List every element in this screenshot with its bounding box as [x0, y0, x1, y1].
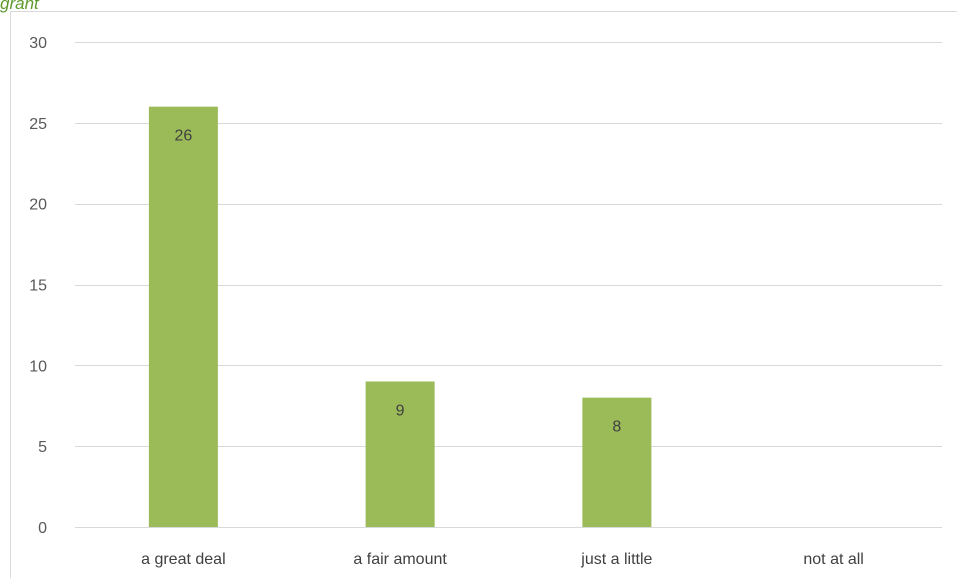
chart-frame	[10, 11, 957, 578]
chart-title-fragment: grant	[0, 0, 39, 13]
bars	[148, 106, 652, 528]
y-tick-label-25: 25	[29, 116, 47, 133]
bar-just-a-little	[582, 397, 652, 527]
x-category-label-not-at-all: not at all	[803, 551, 863, 568]
y-tick-label-30: 30	[29, 35, 47, 52]
x-axis-categories: a great deal a fair amount just a little no…	[141, 551, 864, 568]
data-label-a-fair-amount: 9	[396, 403, 405, 420]
data-label-a-great-deal: 26	[174, 128, 192, 145]
data-labels: 26 9 8	[174, 128, 621, 436]
x-category-label-a-great-deal: a great deal	[141, 551, 226, 568]
x-category-label-just-a-little: just a little	[580, 551, 652, 568]
bar-a-fair-amount	[365, 381, 435, 527]
y-tick-label-5: 5	[38, 439, 47, 456]
y-tick-label-10: 10	[29, 358, 47, 375]
gridlines	[75, 42, 942, 528]
data-label-just-a-little: 8	[612, 419, 621, 436]
y-tick-label-15: 15	[29, 278, 47, 295]
y-tick-label-20: 20	[29, 197, 47, 214]
x-category-label-a-fair-amount: a fair amount	[353, 551, 447, 568]
y-tick-label-0: 0	[38, 520, 47, 537]
y-axis-ticks: 0 5 10 15 20 25 30	[29, 35, 47, 537]
bar-a-great-deal	[148, 106, 218, 528]
